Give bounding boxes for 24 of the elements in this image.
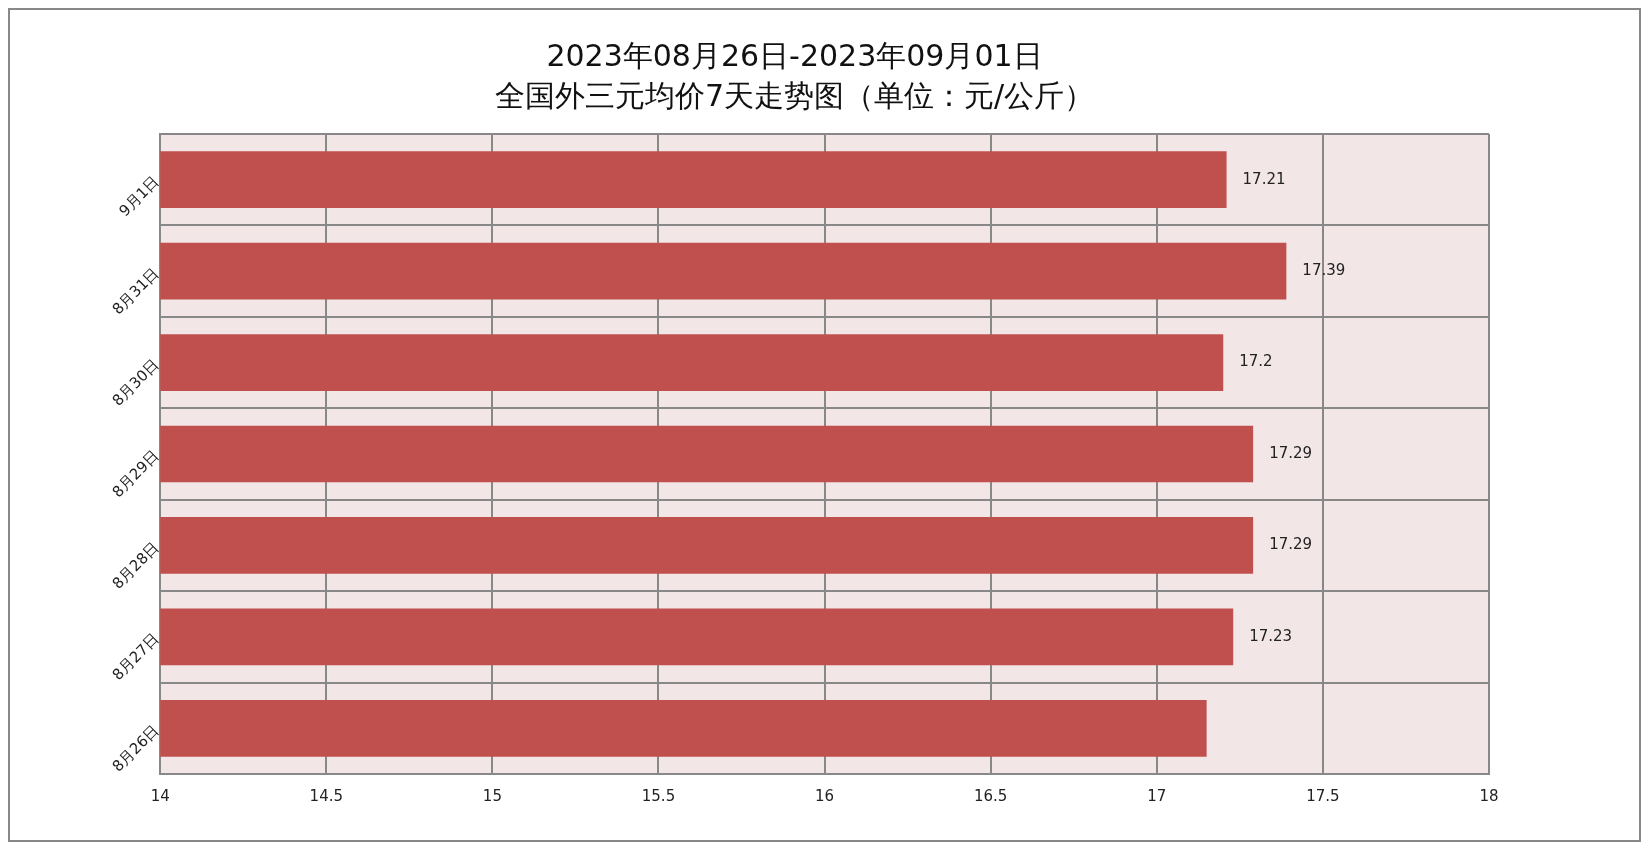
x-tick-label: 15 [482, 786, 502, 805]
y-tick-label: 8月27日 [108, 629, 163, 684]
x-tick-label: 15.5 [641, 786, 676, 805]
data-label: 17.2 [1239, 352, 1273, 371]
data-label: 17.29 [1269, 443, 1313, 462]
data-label: 17.21 [1242, 169, 1286, 188]
data-label: 17.29 [1269, 535, 1313, 554]
x-tick-label: 14.5 [309, 786, 343, 805]
x-tick-label: 16 [815, 786, 835, 805]
x-tick-label: 14 [150, 786, 170, 805]
x-tick-label: 16.5 [973, 786, 1008, 805]
y-tick-label: 8月29日 [108, 446, 163, 502]
y-tick-label: 9月1日 [115, 172, 163, 221]
x-tick-label: 17.5 [1306, 786, 1340, 805]
y-tick-label: 8月28日 [108, 538, 163, 593]
y-tick-label: 8月31日 [108, 263, 163, 319]
data-label: 17.39 [1302, 261, 1346, 280]
y-tick-label: 8月26日 [108, 721, 163, 776]
x-tick-label: 18 [1479, 786, 1499, 805]
chart-title: 2023年08月26日-2023年09月01日 [546, 37, 1043, 73]
y-tick-label: 8月30日 [108, 355, 163, 410]
x-tick-label: 17 [1147, 786, 1167, 805]
data-label: 17.23 [1249, 626, 1293, 645]
chart-subtitle: 全国外三元均价7天走势图（单位：元/公斤） [494, 77, 1095, 113]
